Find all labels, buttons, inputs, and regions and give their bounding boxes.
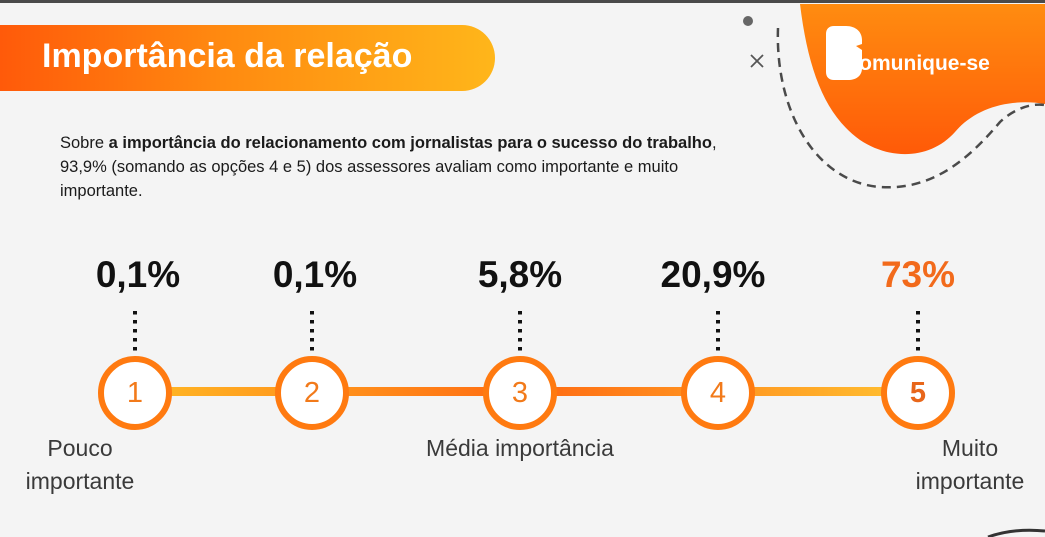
title-banner <box>0 25 495 91</box>
label-low-line1: Pouco <box>47 435 113 461</box>
dot-shape <box>743 16 753 26</box>
scale-step-5: 5 <box>881 356 955 430</box>
cross-shape <box>750 54 764 68</box>
scale-step-1: 1 <box>98 356 172 430</box>
page-title: Importância da relação <box>42 37 413 75</box>
logo-text: Comunique-se <box>844 52 990 75</box>
scale-step-3: 3 <box>483 356 557 430</box>
percent-step-1: 0,1% <box>95 254 181 295</box>
intro-prefix: Sobre <box>60 133 109 152</box>
percent-step-4: 20,9% <box>660 254 766 295</box>
scale-step-4: 4 <box>681 356 755 430</box>
scale-step-2: 2 <box>275 356 349 430</box>
label-high: Muito importante <box>900 432 1040 498</box>
top-border <box>0 0 1045 3</box>
intro-bold: a importância do relacionamento com jorn… <box>108 133 712 152</box>
dotted-connectors <box>133 311 920 352</box>
speech-bubble-icon <box>826 26 862 80</box>
label-high-line2: importante <box>915 468 1025 494</box>
label-low: Pouco importante <box>10 432 150 498</box>
intro-suffix: , 93,9% (somando as opções 4 e 5) dos as… <box>60 133 717 200</box>
dashed-arc-shape <box>776 27 1045 189</box>
label-low-line2: importante <box>25 468 135 494</box>
percent-step-2: 0,1% <box>272 254 358 295</box>
label-high-line1: Muito <box>941 435 999 461</box>
label-mid: Média importância <box>426 435 614 461</box>
corner-arc-shape <box>987 528 1045 537</box>
percent-step-5: 73% <box>880 254 956 295</box>
intro-paragraph: Sobre a importância do relacionamento co… <box>60 131 760 203</box>
percent-step-3: 5,8% <box>477 254 563 295</box>
